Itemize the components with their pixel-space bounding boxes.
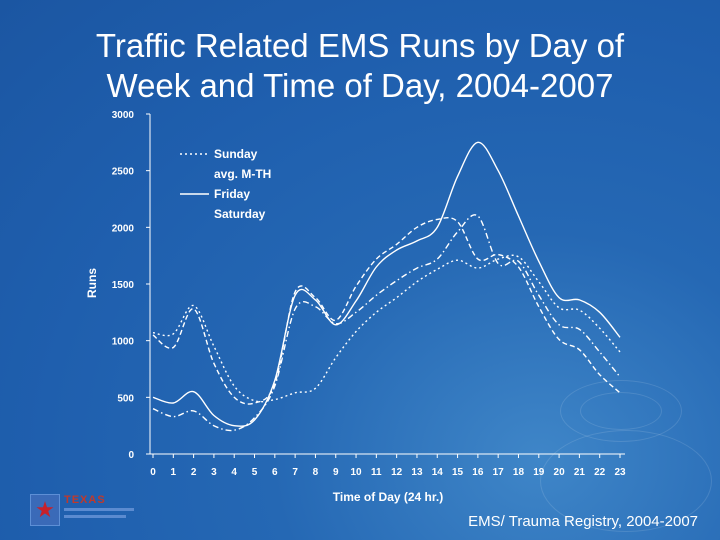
x-tick-label: 12 (391, 467, 403, 478)
x-tick-label: 6 (272, 467, 278, 478)
x-tick-label: 14 (432, 467, 444, 478)
x-tick-label: 11 (371, 467, 382, 478)
slide-title-line1: Traffic Related EMS Runs by Day of (95, 27, 625, 64)
legend-label: Friday (214, 187, 250, 201)
y-tick-label: 1000 (112, 337, 135, 348)
legend-label: Saturday (214, 207, 266, 221)
series-line-avg-m-th (152, 214, 621, 432)
x-tick-label: 5 (252, 467, 258, 478)
x-tick-label: 10 (350, 467, 362, 478)
y-tick-label: 0 (128, 450, 134, 461)
slide-title-line2: Week and Time of Day, 2004-2007 (106, 67, 614, 104)
logo-text: TEXAS (64, 494, 106, 506)
legend-label: Sunday (214, 147, 258, 161)
y-axis-label: Runs (85, 268, 99, 298)
x-tick-label: 3 (211, 467, 217, 478)
y-tick-label: 3000 (112, 110, 135, 121)
x-tick-label: 2 (191, 467, 197, 478)
y-tick-label: 1500 (112, 280, 135, 291)
y-tick-label: 2000 (112, 223, 135, 234)
x-tick-label: 22 (594, 467, 606, 478)
x-tick-label: 23 (614, 467, 626, 478)
y-tick-label: 2500 (112, 167, 135, 178)
series-line-saturday (152, 217, 621, 405)
x-tick-label: 0 (150, 467, 156, 478)
x-tick-label: 17 (493, 467, 505, 478)
texas-dshs-logo: ★ TEXAS (24, 488, 134, 528)
chart-lines (152, 141, 621, 432)
chart-legend: Sunday avg. M-TH Friday Saturday (180, 147, 271, 221)
x-tick-label: 15 (452, 467, 464, 478)
x-tick-label: 19 (533, 467, 545, 478)
x-tick-label: 9 (333, 467, 339, 478)
y-tick-label: 500 (117, 393, 134, 404)
x-tick-label: 7 (292, 467, 298, 478)
x-tick-label: 4 (231, 467, 237, 478)
series-line-sunday (152, 254, 621, 403)
logo-line-1 (64, 508, 134, 511)
x-tick-label: 1 (171, 467, 177, 478)
x-tick-label: 16 (472, 467, 484, 478)
slide-title: Traffic Related EMS Runs by Day of Week … (0, 26, 720, 106)
x-tick-label: 18 (513, 467, 525, 478)
logo-line-2 (64, 515, 126, 518)
series-line-friday (152, 141, 621, 427)
star-icon: ★ (30, 494, 60, 526)
x-tick-label: 20 (554, 467, 566, 478)
x-tick-label: 8 (313, 467, 319, 478)
source-footer: EMS/ Trauma Registry, 2004-2007 (468, 513, 698, 530)
ripple-decoration-3 (540, 430, 712, 532)
legend-label: avg. M-TH (214, 167, 271, 181)
ripple-decoration-2 (580, 392, 662, 430)
x-axis-label: Time of Day (24 hr.) (333, 490, 443, 504)
x-tick-label: 21 (574, 467, 586, 478)
x-tick-label: 13 (411, 467, 423, 478)
